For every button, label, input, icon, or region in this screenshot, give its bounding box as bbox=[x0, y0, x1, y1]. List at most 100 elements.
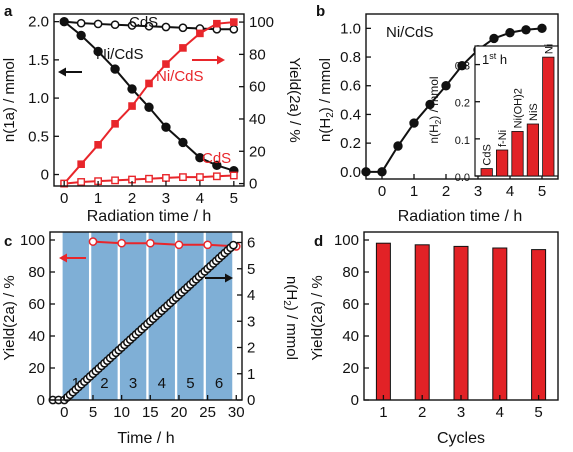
panel-b-inset-y-tick-label: 0.3 bbox=[455, 61, 470, 73]
panel-d-bar bbox=[492, 247, 508, 401]
panel-b-x-tick-label: 0 bbox=[378, 183, 386, 200]
panel-a-series-2-point bbox=[111, 120, 119, 128]
panel-c-yl-tick-label: 100 bbox=[20, 232, 45, 249]
panel-a-x-tick-label: 2 bbox=[128, 190, 136, 207]
panel-c-yl-tick-label: 80 bbox=[28, 264, 45, 281]
panel-a-series-1-point bbox=[195, 153, 205, 163]
panel-c-series-0-point bbox=[145, 238, 155, 248]
panel-b-x-tick-label: 5 bbox=[538, 183, 546, 200]
panel-d-bar bbox=[453, 245, 469, 401]
panel-a-ylabel-left: n(1a) / mmol bbox=[1, 58, 18, 142]
panel-c-ylabel-right: n(H2) / mmol bbox=[281, 276, 300, 360]
panel-a-series-0-point bbox=[76, 18, 86, 28]
panel-d-y-tick-label: 60 bbox=[342, 296, 359, 313]
panel-c-yl-tick-label: 0 bbox=[37, 392, 45, 409]
panel-a-series-0-point bbox=[93, 19, 103, 29]
panel-b-x-tick-label: 1 bbox=[410, 183, 418, 200]
panel-d-y-tick-label: 0 bbox=[351, 392, 359, 409]
panel-b-y-tick-label: 0.0 bbox=[340, 164, 361, 181]
panel-c-x-tick-label: 25 bbox=[199, 404, 216, 421]
panel-a-ylabel-right: Yield(2a) / % bbox=[286, 57, 303, 142]
panel-b-y-tick-label: 0.2 bbox=[340, 135, 361, 152]
panel-a-series-2-point bbox=[128, 102, 136, 110]
panel-a-annotation-nicds-black: Ni/CdS bbox=[96, 46, 144, 63]
panel-c-yr-tick-label: 5 bbox=[247, 261, 255, 278]
panel-a-x-tick-label: 1 bbox=[94, 190, 102, 207]
panel-a-x-tick-label: 4 bbox=[196, 190, 204, 207]
panel-a-series-2-point bbox=[94, 141, 102, 149]
panel-d-ylabel: Yield(2a) / % bbox=[309, 275, 326, 360]
panel-a-yr-tick-label: 40 bbox=[249, 111, 266, 128]
panel-c-yr-tick-label: 6 bbox=[247, 235, 255, 252]
panel-c-xlabel: Time / h bbox=[117, 430, 174, 447]
panel-a-yr-tick-label: 100 bbox=[249, 14, 274, 31]
panel-b-inset-bar bbox=[480, 168, 493, 177]
panel-b-inset-bar-label: f-Ni bbox=[497, 130, 509, 147]
panel-b-xlabel: Radiation time / h bbox=[398, 208, 523, 225]
panel-a-series-2-point bbox=[196, 29, 204, 38]
panel-c-cycle-label: 6 bbox=[215, 375, 223, 392]
panel-b-ylabel: n(H2) / mmol bbox=[317, 58, 336, 142]
panel-c-x-tick-label: 20 bbox=[171, 404, 188, 421]
panel-a-series-3-point bbox=[111, 176, 119, 185]
panel-a-series-2-point bbox=[145, 79, 153, 88]
panel-b-inset-y-tick-label: 0.2 bbox=[455, 98, 470, 110]
panel-b-series-0-point bbox=[521, 25, 531, 35]
panel-c-x-tick-label: 0 bbox=[60, 404, 68, 421]
panel-c-arrow-right bbox=[205, 273, 233, 283]
panel-b-inset-bar bbox=[526, 123, 539, 177]
panel-b-inset-y-tick-label: 0.1 bbox=[455, 135, 470, 147]
panel-a-yl-tick-label: 0 bbox=[41, 167, 49, 184]
panel-c-frame bbox=[49, 231, 243, 401]
panel-a-x-tick-label: 3 bbox=[162, 190, 170, 207]
panel-a-series-3-point bbox=[145, 174, 153, 183]
panel-a-series-0-point bbox=[161, 22, 171, 32]
panel-c-yl-tick-label: 40 bbox=[28, 328, 45, 345]
panel-a-arrow-left bbox=[58, 67, 82, 77]
panel-d-xlabel: Cycles bbox=[437, 430, 485, 447]
panel-a-annotation-cds-red: CdS bbox=[202, 150, 231, 167]
panel-b-series-0-point bbox=[393, 141, 403, 151]
panel-b-inset-bar bbox=[496, 149, 509, 177]
panel-b-inset-bar bbox=[511, 131, 524, 177]
panel-c-yl-tick-label: 60 bbox=[28, 296, 45, 313]
panel-c-x-tick-label: 5 bbox=[89, 404, 97, 421]
panel-b-series-0-point bbox=[505, 27, 515, 38]
panel-a-x-tick-label: 5 bbox=[230, 190, 238, 207]
panel-a-series-0-point bbox=[178, 23, 188, 33]
panel-b-series-0-point bbox=[489, 33, 499, 44]
panel-c-arrow-left bbox=[59, 253, 86, 263]
panel-label-a: a bbox=[4, 3, 13, 20]
panel-b-chart: 0 1 2 3 4 5 0.0 0.2 0.4 0.6 0.8 1.0 Ni/CdS Radiatio… bbox=[317, 13, 559, 225]
panel-a-series-0-point bbox=[127, 21, 137, 30]
panel-a-frame bbox=[53, 13, 245, 187]
panel-a-yr-tick-label: 60 bbox=[249, 79, 266, 96]
panel-a-series-3-point bbox=[229, 171, 238, 180]
panel-d-bar bbox=[414, 244, 430, 401]
panel-b-inset-title: 1st h bbox=[482, 51, 507, 67]
panel-b-series-0-point bbox=[457, 60, 467, 71]
panel-b-series-0-point bbox=[409, 118, 419, 128]
panel-c-series-0-point bbox=[174, 240, 184, 250]
panel-c-series-0-point bbox=[117, 238, 126, 248]
panel-c-cycle-label: 5 bbox=[186, 375, 194, 392]
panel-a-series-3-point bbox=[195, 173, 204, 182]
panel-a-series-0-point bbox=[110, 20, 120, 30]
panel-b-inset-ylabel: n(H2) / mmol bbox=[427, 76, 443, 143]
panel-d-chart: 1 2 3 4 5 0 20 40 60 80 100 Cycles Yield(2a) / % bbox=[309, 231, 559, 447]
panel-c-series-1-point bbox=[229, 240, 238, 250]
panel-c-yr-tick-label: 0 bbox=[247, 392, 255, 409]
panel-a-series-1-point bbox=[161, 122, 171, 132]
panel-c-cycle-label: 2 bbox=[100, 375, 108, 392]
panel-b-title: Ni/CdS bbox=[386, 24, 434, 41]
panel-a-yr-tick-label: 80 bbox=[249, 46, 266, 63]
panel-d-bar bbox=[531, 249, 547, 401]
panel-c-x-tick-label: 15 bbox=[142, 404, 159, 421]
panel-c-x-tick-label: 30 bbox=[228, 404, 245, 421]
panel-b-inset-bar-label: NiS bbox=[528, 103, 540, 121]
panel-c-cycle-label: 3 bbox=[129, 375, 137, 392]
